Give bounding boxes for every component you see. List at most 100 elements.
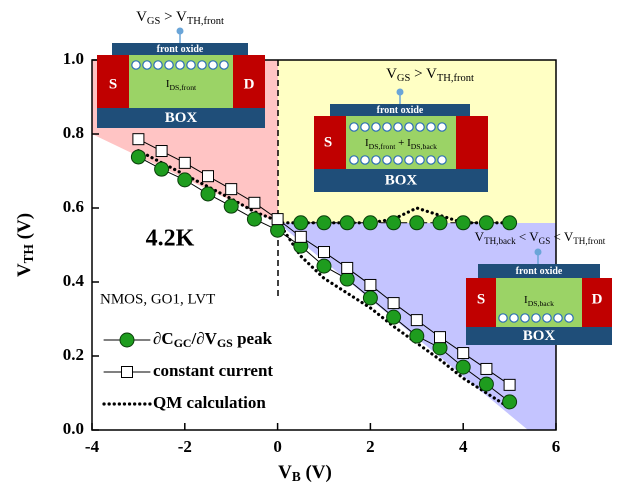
carrier: [219, 60, 229, 70]
x-tick-label: 4: [459, 437, 468, 456]
point: [386, 215, 402, 231]
subscript: B: [292, 469, 301, 484]
carrier: [131, 60, 141, 70]
point: [387, 297, 400, 310]
text-part: V: [386, 66, 397, 82]
point: [409, 215, 425, 231]
point: [339, 215, 355, 231]
carrier: [208, 60, 218, 70]
carriers: [349, 122, 447, 132]
carrier: [426, 155, 436, 165]
carrier: [349, 155, 359, 165]
current-label: IDS,front + IDS,back: [365, 137, 437, 151]
source-label: S: [109, 76, 117, 92]
text-part: > V: [160, 9, 187, 25]
legend-label: ∂CGC/∂VGS peak: [153, 329, 273, 350]
text-part: QM calculation: [153, 393, 266, 412]
subscript: DS,front: [169, 83, 197, 92]
box-label: BOX: [385, 172, 418, 188]
insets: VGS > VTH,front front oxide S D IDS,fron…: [97, 9, 612, 345]
point: [478, 376, 494, 392]
point: [362, 290, 378, 306]
box-label: BOX: [523, 328, 556, 344]
carrier: [175, 60, 185, 70]
legend-marker: [121, 366, 133, 378]
source: [466, 278, 496, 327]
inset-front: VGS > VTH,front front oxide S D IDS,fron…: [97, 9, 265, 128]
text-part: /∂V: [191, 329, 218, 348]
device-label: NMOS, GO1, LVT: [100, 291, 215, 307]
point: [432, 215, 448, 231]
legend-label: constant current: [153, 361, 273, 380]
carrier: [415, 155, 425, 165]
carrier: [186, 60, 196, 70]
point: [155, 145, 168, 158]
point: [339, 271, 355, 287]
box-layer: [466, 327, 612, 345]
subscript: TH,back: [484, 236, 516, 246]
text-part: V: [136, 9, 147, 25]
point: [132, 133, 145, 146]
box-layer: [97, 108, 265, 128]
pin-head: [176, 27, 184, 35]
subscript: DS,back: [411, 142, 437, 151]
point: [410, 314, 423, 327]
point: [271, 213, 284, 226]
text-part: V: [14, 263, 35, 277]
x-tick-label: -4: [85, 437, 100, 456]
y-tick-label: 1.0: [63, 49, 84, 68]
subscript: TH,front: [187, 16, 224, 27]
inset-condition: VGS > VTH,front: [136, 9, 224, 27]
source-label: S: [324, 134, 332, 150]
box-layer: [314, 169, 488, 192]
carrier: [564, 313, 574, 323]
box-label: BOX: [165, 110, 198, 126]
subscript: DS,back: [528, 299, 554, 308]
point: [455, 215, 471, 231]
point: [362, 215, 378, 231]
point: [457, 347, 470, 360]
carrier: [520, 313, 530, 323]
carrier: [498, 313, 508, 323]
point: [178, 156, 191, 169]
drain: [456, 116, 488, 169]
drain-label: D: [244, 76, 255, 92]
text-part: constant current: [153, 361, 273, 380]
point: [503, 378, 516, 391]
text-part: > V: [410, 66, 437, 82]
plot-frame: [91, 59, 557, 431]
source-label: S: [477, 291, 485, 307]
point: [502, 215, 518, 231]
point: [316, 258, 332, 274]
point: [455, 359, 471, 375]
carrier: [553, 313, 563, 323]
x-tick-label: -2: [178, 437, 192, 456]
carrier: [542, 313, 552, 323]
subscript: DS,front: [369, 142, 397, 151]
point: [293, 215, 309, 231]
point: [200, 186, 216, 202]
point: [316, 215, 332, 231]
point: [294, 230, 307, 243]
point: [478, 215, 494, 231]
text-part: < V: [550, 229, 574, 244]
oxide: [478, 264, 600, 278]
current-label: IDS,front: [166, 78, 197, 92]
inset-back: VTH,back < VGS < VTH,front front oxide S…: [466, 229, 612, 345]
text-part: I: [166, 78, 170, 90]
subscript: TH: [21, 243, 36, 263]
carrier: [393, 122, 403, 132]
carrier: [531, 313, 541, 323]
text-part: V: [475, 229, 485, 244]
pin-head: [396, 88, 404, 96]
carrier: [393, 155, 403, 165]
current-label: IDS,back: [524, 294, 554, 308]
y-tick-label: 0.6: [63, 197, 84, 216]
x-tick-label: 2: [366, 437, 375, 456]
carrier: [382, 155, 392, 165]
inset-condition: VTH,back < VGS < VTH,front: [475, 229, 606, 246]
text-part: V: [278, 462, 292, 483]
point: [341, 261, 354, 274]
temperature-label: 4.2K: [146, 226, 195, 252]
oxide-label: front oxide: [516, 266, 563, 277]
